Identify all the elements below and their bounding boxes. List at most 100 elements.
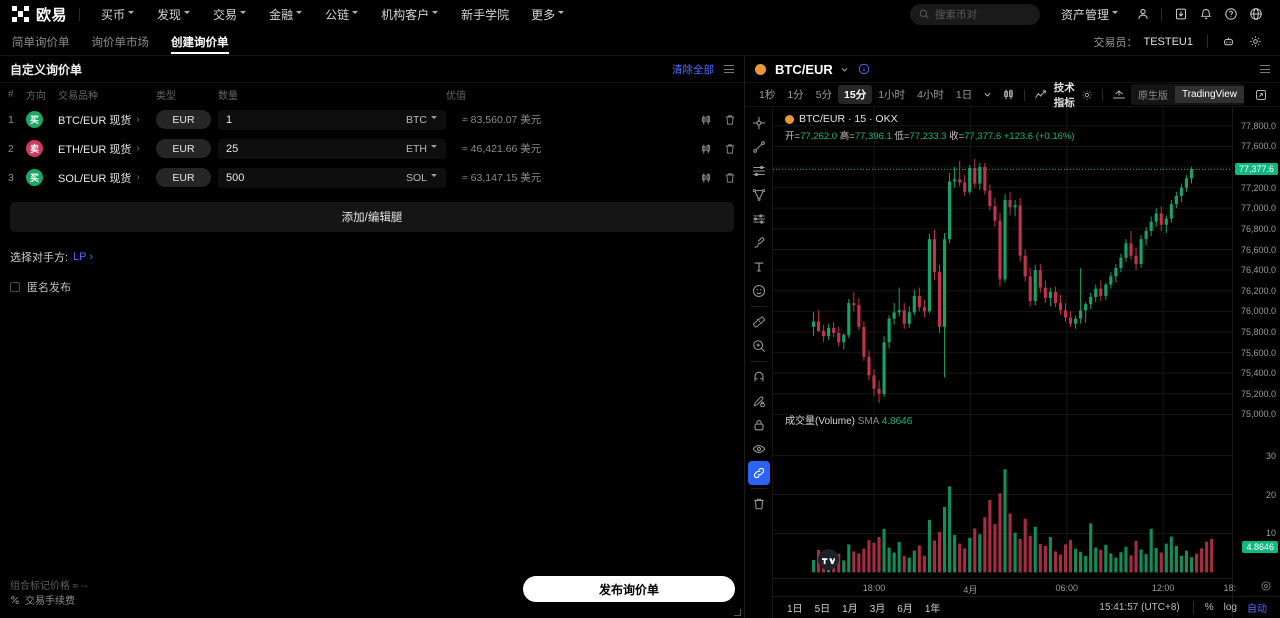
zoom-in-icon[interactable]: [748, 334, 770, 358]
chart-canvas[interactable]: BTC/EUR · 15 · OKX 开=77,262.0 高=77,396.1…: [773, 107, 1280, 618]
view-mode-tradingview[interactable]: TradingView: [1174, 86, 1244, 103]
delete-row-icon[interactable]: [724, 172, 736, 184]
pencil-lock-icon[interactable]: [748, 389, 770, 413]
settings-gear-icon[interactable]: [1243, 29, 1268, 54]
brush-icon[interactable]: [748, 231, 770, 255]
measure-icon[interactable]: [748, 207, 770, 231]
info-icon[interactable]: [858, 63, 870, 75]
type-selector[interactable]: EUR: [156, 168, 211, 187]
log-scale-toggle[interactable]: log: [1223, 602, 1237, 613]
nav-item-discover[interactable]: 发现: [146, 0, 202, 28]
magnet-icon[interactable]: [748, 365, 770, 389]
indicators-icon[interactable]: [1029, 88, 1052, 101]
ruler-icon[interactable]: [748, 310, 770, 334]
quantity-input[interactable]: 25 ETH: [218, 138, 446, 159]
trash-icon[interactable]: [748, 492, 770, 516]
type-selector[interactable]: EUR: [156, 139, 211, 158]
symbol-selector[interactable]: BTC/EUR 现货 ›: [58, 112, 156, 128]
candlestick-icon[interactable]: [700, 114, 712, 126]
auto-scale-toggle[interactable]: 自动: [1247, 604, 1267, 615]
add-edit-leg-button[interactable]: 添加/编辑腿: [10, 202, 734, 232]
chart-type-candles-icon[interactable]: [997, 88, 1020, 101]
timeframe-4h[interactable]: 4小时: [917, 89, 944, 101]
search-input[interactable]: 搜索币对: [909, 3, 1040, 25]
quantity-unit-selector[interactable]: BTC: [406, 114, 438, 126]
quantity-unit-selector[interactable]: ETH: [406, 143, 438, 155]
tab-simple-rfq[interactable]: 简单询价单: [12, 28, 81, 56]
robot-icon[interactable]: [1216, 29, 1241, 54]
panel-menu-icon[interactable]: [724, 65, 734, 73]
brand-logo[interactable]: 欧易: [12, 4, 67, 25]
tab-create-rfq[interactable]: 创建询价单: [160, 28, 240, 56]
nav-item-finance[interactable]: 金融: [258, 0, 314, 28]
link-icon[interactable]: [747, 461, 770, 485]
range-3mo[interactable]: 3月: [869, 604, 886, 615]
candlestick-icon[interactable]: [700, 172, 712, 184]
candlestick-icon[interactable]: [700, 143, 712, 155]
nav-item-asset-management[interactable]: 资产管理: [1050, 0, 1130, 28]
nav-item-buy-crypto[interactable]: 买币: [90, 0, 146, 28]
delete-row-icon[interactable]: [724, 143, 736, 155]
clear-all-button[interactable]: 清除全部: [672, 63, 714, 76]
range-1mo[interactable]: 1月: [842, 604, 858, 615]
pitchfork-icon[interactable]: [748, 183, 770, 207]
trendline-icon[interactable]: [748, 135, 770, 159]
language-globe-icon[interactable]: [1243, 2, 1268, 27]
resize-handle[interactable]: [734, 609, 741, 616]
horizontal-lines-icon[interactable]: [748, 159, 770, 183]
time-tick: 12:00: [1151, 583, 1175, 593]
chart-scale-settings-icon[interactable]: [1260, 580, 1272, 592]
price-axis[interactable]: 77,800.077,600.077,400.077,200.077,000.0…: [1232, 107, 1280, 618]
view-mode-native[interactable]: 原生版: [1137, 91, 1168, 102]
quantity-input[interactable]: 500 SOL: [218, 167, 446, 188]
chart-menu-icon[interactable]: [1260, 65, 1270, 73]
timeframe-1s[interactable]: 1秒: [759, 89, 776, 101]
download-icon[interactable]: [1168, 2, 1193, 27]
timeframe-5m[interactable]: 5分: [815, 89, 833, 101]
counterparty-value[interactable]: LP ›: [73, 251, 94, 263]
tab-rfq-market[interactable]: 询价单市场: [81, 28, 161, 56]
direction-badge-buy[interactable]: 买: [26, 169, 43, 186]
quantity-input[interactable]: 1 BTC: [218, 109, 446, 130]
text-icon[interactable]: [748, 255, 770, 279]
crosshair-icon[interactable]: [748, 111, 770, 135]
range-1y[interactable]: 1年: [924, 604, 941, 615]
snapshot-camera-icon[interactable]: [1107, 88, 1131, 101]
anonymous-publish-checkbox[interactable]: 匿名发布: [10, 279, 744, 295]
range-5d[interactable]: 5日: [814, 604, 831, 615]
type-selector[interactable]: EUR: [156, 110, 211, 129]
symbol-selector[interactable]: ETH/EUR 现货 ›: [58, 141, 156, 157]
quantity-unit-selector[interactable]: SOL: [406, 172, 438, 184]
notifications-bell-icon[interactable]: [1193, 2, 1218, 27]
direction-badge-buy[interactable]: 买: [26, 111, 43, 128]
symbol-selector[interactable]: SOL/EUR 现货 ›: [58, 170, 156, 186]
timeframe-1d[interactable]: 1日: [955, 89, 973, 101]
chart-settings-gear-icon[interactable]: [1076, 89, 1098, 101]
nav-item-more[interactable]: 更多: [520, 0, 576, 28]
fullscreen-icon[interactable]: [1250, 89, 1272, 101]
direction-badge-sell[interactable]: 卖: [26, 140, 43, 157]
nav-item-institutional[interactable]: 机构客户: [370, 0, 450, 28]
chevron-down-icon[interactable]: [840, 65, 849, 74]
percent-scale-toggle[interactable]: %: [1204, 602, 1214, 613]
range-6mo[interactable]: 6月: [897, 604, 913, 615]
nav-item-chain[interactable]: 公链: [314, 0, 370, 28]
timeframe-15m[interactable]: 15分: [838, 85, 873, 104]
tradingview-logo-icon[interactable]: [818, 549, 839, 570]
timeframe-1m[interactable]: 1分: [787, 89, 804, 101]
sub-nav-right-group: 交易员： TESTEU1: [1093, 29, 1268, 54]
publish-rfq-button[interactable]: 发布询价单: [523, 576, 735, 602]
user-account-icon[interactable]: [1130, 2, 1155, 27]
lock-icon[interactable]: [748, 413, 770, 437]
nav-item-academy[interactable]: 新手学院: [450, 0, 520, 28]
range-1d[interactable]: 1日: [787, 604, 803, 615]
timeframe-1h[interactable]: 1小时: [878, 89, 906, 101]
help-icon[interactable]: [1218, 2, 1243, 27]
delete-row-icon[interactable]: [724, 114, 736, 126]
nav-item-trade[interactable]: 交易: [202, 0, 258, 28]
indicators-label[interactable]: 技术指标: [1053, 81, 1075, 109]
eye-icon[interactable]: [748, 437, 770, 461]
emoji-icon[interactable]: [748, 279, 770, 303]
time-axis[interactable]: 18:00 4月 06:00 12:00 18:: [773, 578, 1236, 596]
timeframe-dropdown-icon[interactable]: [978, 90, 997, 99]
